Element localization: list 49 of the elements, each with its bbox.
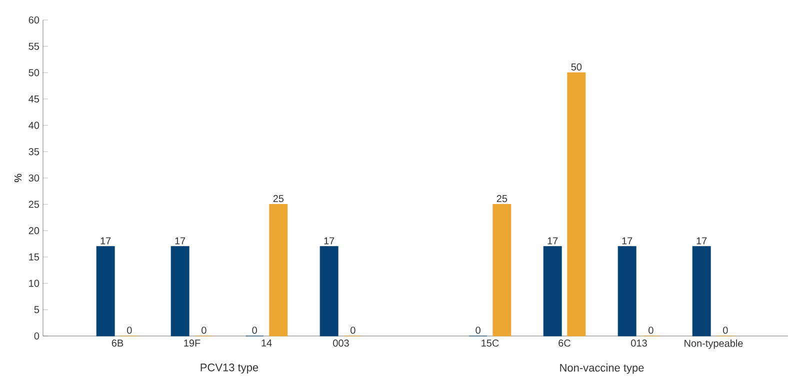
data-label: 0 [476,326,480,334]
y-tick-label: 20 [28,227,40,234]
bar [492,204,512,336]
x-tick-label: 15C [482,340,499,347]
y-tick-label: 35 [28,148,40,156]
data-label: 17 [100,237,111,244]
bar [618,246,636,336]
y-tick-label: 40 [28,122,40,129]
x-tick-label: Non-typeable [684,340,743,349]
x-tick-label: 19F [184,340,200,347]
bar [692,246,711,336]
bar [567,72,586,336]
x-tick-label: 6B [112,340,124,347]
data-label: 25 [496,195,508,202]
data-label: 0 [252,326,257,334]
y-tick-label: 15 [29,254,40,260]
y-tick-label: 55 [28,42,40,50]
y-axis-title: % [14,174,22,182]
y-tick-label: 30 [28,174,40,182]
text: PCV13 type [200,364,258,374]
data-label: 17 [324,237,334,244]
data-label: 0 [723,326,728,334]
data-label: 17 [622,237,632,244]
data-label: 17 [696,237,707,244]
data-label: 50 [571,63,582,70]
bar [269,204,288,336]
y-tick-label: 5 [34,306,40,314]
y-tick-label: 50 [28,69,40,76]
y-tick-label: 45 [28,96,40,102]
bar [320,246,338,336]
y-tick-label: 10 [29,280,40,287]
x-tick-label: 003 [333,340,349,347]
y-tick-label: 0 [34,332,40,340]
bar [170,246,190,336]
y-tick-label: 60 [28,16,40,24]
bar [96,246,115,336]
x-tick-label: 6C [558,340,571,347]
data-label: 0 [202,326,206,334]
text: Non-vaccine type [560,364,644,374]
x-tick-label: 013 [631,340,647,347]
data-label: 17 [548,237,558,244]
x-tick-label: 14 [262,340,272,346]
data-label: 0 [127,326,132,334]
bar [543,246,562,336]
data-label: 25 [273,195,284,202]
data-label: 0 [350,326,356,334]
data-label: 17 [175,237,186,244]
data-label: 0 [648,326,654,334]
y-tick-label: 25 [28,200,40,208]
